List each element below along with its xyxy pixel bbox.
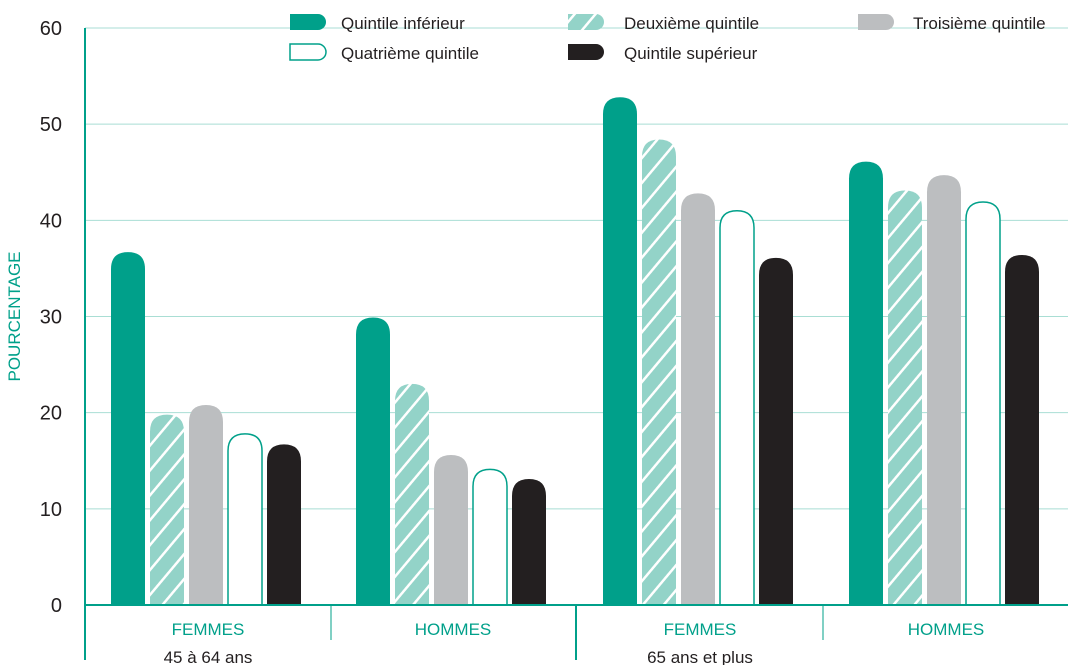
bar — [472, 468, 508, 606]
bar — [150, 414, 184, 605]
legend-label: Troisième quintile — [913, 14, 1046, 33]
y-tick-label: 30 — [40, 307, 62, 329]
bar — [434, 454, 468, 605]
legend-label: Quintile supérieur — [624, 44, 758, 63]
bars — [111, 97, 1039, 606]
bar — [965, 201, 1001, 606]
bar — [642, 139, 676, 605]
x-category-label: FEMMES — [664, 620, 737, 639]
x-group-label: 45 à 64 ans — [164, 648, 253, 665]
bar — [512, 479, 546, 605]
legend-swatch — [858, 14, 894, 30]
bar — [888, 190, 922, 605]
bar — [603, 97, 637, 606]
bar — [719, 209, 755, 606]
bar — [849, 161, 883, 605]
y-tick-label: 10 — [40, 499, 62, 521]
legend-label: Quintile inférieur — [341, 14, 465, 33]
x-category-label: FEMMES — [172, 620, 245, 639]
y-tick-label: 60 — [40, 18, 62, 40]
bar — [267, 444, 301, 605]
bar — [189, 404, 223, 605]
x-category-label: HOMMES — [908, 620, 985, 639]
bar — [356, 317, 390, 605]
legend-swatch — [568, 44, 604, 60]
y-tick-label: 40 — [40, 210, 62, 232]
legend-label: Deuxième quintile — [624, 14, 759, 33]
y-tick-label: 50 — [40, 114, 62, 136]
legend-label: Quatrième quintile — [341, 44, 479, 63]
legend-swatch — [289, 43, 327, 61]
x-category-label: HOMMES — [415, 620, 492, 639]
bar — [1005, 254, 1039, 605]
bar — [227, 433, 263, 606]
y-tick-label: 0 — [51, 595, 62, 617]
bar — [759, 257, 793, 605]
legend: Quintile inférieur Deuxième quintile Trois… — [289, 14, 1046, 63]
bar — [681, 193, 715, 605]
x-group-label: 65 ans et plus — [647, 648, 753, 665]
y-tick-label: 20 — [40, 403, 62, 425]
legend-swatch — [290, 14, 326, 30]
legend-swatch — [568, 14, 604, 30]
bar — [395, 383, 429, 605]
axes: 0 10 20 30 40 50 60 POURCENTAGE FEMMES HOMMES FEMM… — [5, 18, 1068, 667]
bar — [927, 175, 961, 605]
bar — [111, 252, 145, 605]
y-axis-label: POURCENTAGE — [5, 251, 24, 381]
